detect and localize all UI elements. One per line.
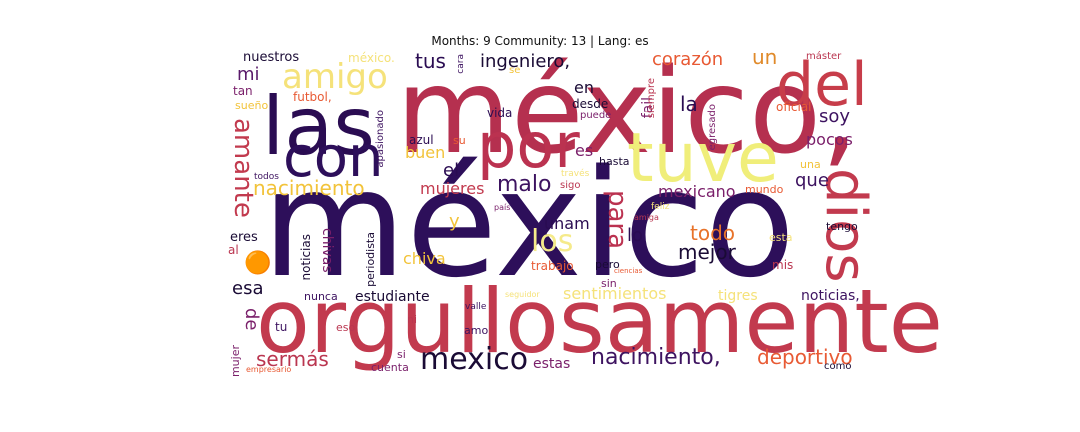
cloud-word: tuve	[627, 119, 779, 198]
cloud-word: del	[776, 50, 868, 120]
cloud-word: eres	[230, 230, 258, 245]
cloud-word: la	[680, 92, 698, 116]
cloud-word: pocos	[806, 130, 853, 149]
cloud-word: eso	[336, 321, 356, 334]
cloud-word: buen	[405, 143, 446, 162]
cloud-word: orgullosamente	[256, 270, 943, 373]
cloud-word: corazón	[652, 49, 724, 70]
cloud-word: cara	[456, 54, 466, 74]
cloud-word: que	[795, 170, 829, 191]
cloud-word: hasta	[599, 155, 630, 168]
cloud-word: mejor	[678, 240, 736, 264]
cloud-word: como	[824, 361, 852, 372]
cloud-word: ingeniero,	[480, 51, 571, 72]
cloud-word: en	[574, 78, 594, 97]
cloud-word: por	[477, 109, 580, 182]
cloud-word: y	[449, 211, 460, 232]
cloud-word: las	[262, 80, 375, 173]
cloud-word: tigres	[718, 288, 758, 304]
cloud-word: nuestros	[243, 50, 300, 65]
cloud-word: puede	[580, 110, 612, 121]
cloud-word: mexico	[420, 342, 529, 377]
cloud-word: egresado	[707, 104, 718, 151]
cloud-word: mundo	[745, 183, 784, 196]
cloud-word: mujer	[229, 345, 242, 378]
cloud-word: nacimiento,	[591, 345, 721, 370]
cloud-word: el	[443, 160, 460, 181]
cloud-word: noticias	[299, 234, 313, 281]
cloud-word: chivas	[319, 228, 335, 273]
cloud-word: empresario	[246, 365, 292, 374]
cloud-word: los	[531, 224, 574, 259]
cloud-word: vida	[487, 106, 513, 120]
cloud-word: trabajo	[531, 259, 574, 273]
cloud-word: es	[575, 141, 594, 160]
cloud-word: si	[397, 348, 406, 361]
cloud-word: todo	[690, 221, 736, 245]
cloud-word: un	[752, 45, 778, 69]
cloud-word: seguidor	[505, 290, 540, 299]
cloud-word: valle	[465, 302, 487, 312]
cloud-word: al	[228, 243, 239, 257]
cloud-word: tengo	[826, 220, 858, 233]
cloud-word: país	[494, 203, 511, 212]
cloud-word: estas	[533, 356, 571, 372]
cloud-word: sueño	[235, 99, 269, 112]
cloud-word: nunca	[304, 290, 338, 303]
cloud-word: través	[561, 169, 590, 179]
cloud-word: méxico,	[396, 42, 859, 180]
cloud-word: soy	[819, 106, 851, 127]
cloud-word: futbol,	[293, 90, 332, 104]
page-title: Months: 9 Community: 13 | Lang: es	[431, 34, 649, 48]
cloud-word: periodista	[364, 232, 377, 287]
cloud-word: sin	[601, 277, 617, 290]
cloud-word: noticias,	[801, 288, 860, 304]
cloud-word: máster	[806, 51, 842, 62]
cloud-word: azul	[409, 133, 434, 147]
cloud-word: amiga	[634, 213, 659, 222]
cloud-word: malo	[497, 172, 552, 197]
cloud-word: sigo	[560, 180, 581, 191]
cloud-word: mi	[237, 64, 260, 85]
cloud-word: mexicano	[658, 182, 736, 201]
cloud-word: lo	[627, 225, 644, 246]
cloud-word: su	[453, 134, 466, 147]
cloud-word: méxico.	[348, 51, 395, 65]
cloud-word: sentimientos	[563, 284, 667, 303]
cloud-word: deportivo	[757, 345, 853, 369]
cloud-word: esta	[769, 231, 793, 244]
cloud-word: con	[283, 125, 384, 190]
cloud-word: oficial	[776, 100, 812, 114]
cloud-word: tus	[415, 49, 446, 73]
cloud-word: sermás	[256, 347, 329, 371]
cloud-word: amante	[228, 118, 258, 218]
cloud-word: se	[509, 65, 521, 76]
cloud-word: 🟠	[244, 251, 272, 276]
cloud-word: ciencias	[614, 267, 643, 275]
cloud-word: mis	[772, 258, 794, 272]
cloud-word: tu	[275, 320, 288, 334]
cloud-word: siempre	[646, 78, 657, 119]
cloud-word: cuenta	[371, 361, 409, 374]
cloud-word: amo	[464, 324, 489, 337]
cloud-word: amigo	[282, 57, 388, 97]
cloud-word: todos	[254, 172, 279, 182]
cloud-word: esa	[232, 278, 264, 299]
cloud-word: méxico	[262, 138, 796, 310]
cloud-word: feliz	[651, 202, 670, 212]
cloud-word: desde	[572, 97, 609, 111]
cloud-word: mujeres	[420, 179, 485, 198]
cloud-word: una	[800, 158, 821, 171]
cloud-word: apasionado	[375, 110, 386, 168]
cloud-word: ni	[407, 313, 418, 326]
cloud-word: estudiante	[355, 289, 430, 305]
cloud-word: de	[241, 308, 262, 331]
cloud-word: chiva	[403, 249, 446, 268]
cloud-word: nacimiento	[253, 176, 365, 200]
cloud-word: unam	[544, 214, 590, 233]
cloud-word: pero	[595, 258, 620, 271]
cloud-word: tan	[233, 84, 253, 98]
